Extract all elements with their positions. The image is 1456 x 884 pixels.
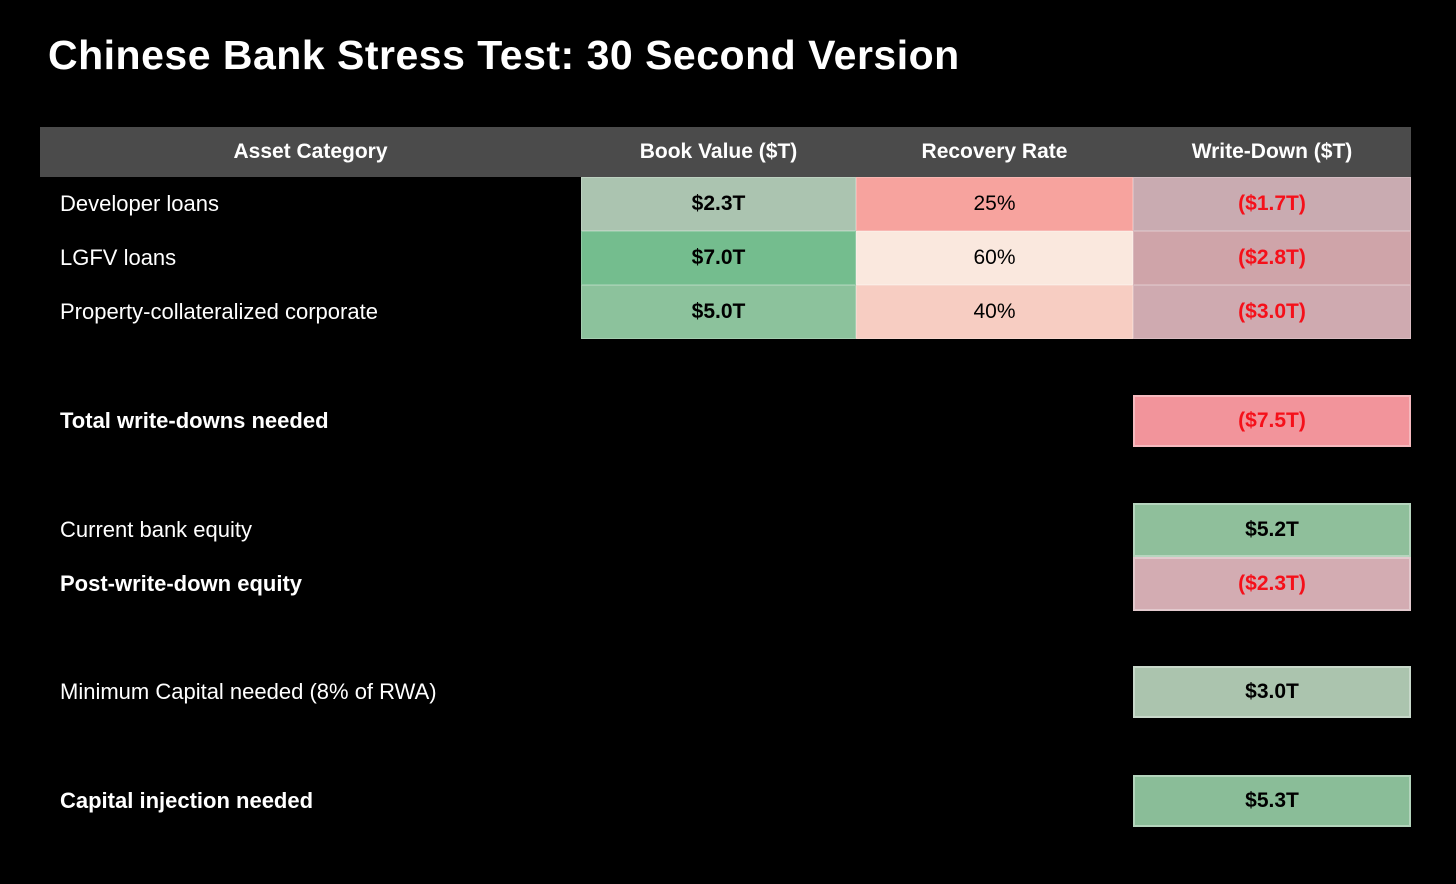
write-down-cell: ($3.0T) [1133,285,1411,339]
post-write-down-equity-value: ($2.3T) [1133,557,1411,611]
book-value-cell: $5.0T [581,285,856,339]
total-write-downs-value: ($7.5T) [1133,395,1411,447]
current-bank-equity-value: $5.2T [1133,503,1411,557]
header-recovery-rate: Recovery Rate [921,140,1068,163]
table-row: Developer loans $2.3T 25% ($1.7T) [40,177,1411,231]
current-bank-equity-label: Current bank equity [60,517,252,542]
minimum-capital-label: Minimum Capital needed (8% of RWA) [60,679,437,704]
capital-injection-label: Capital injection needed [60,788,314,813]
asset-category-label: LGFV loans [40,231,581,285]
post-write-down-equity-label: Post-write-down equity [60,571,302,596]
recovery-rate-cell: 40% [856,285,1133,339]
table-header-row: Asset Category Book Value ($T) Recovery … [40,127,1411,177]
table-row: Property-collateralized corporate $5.0T … [40,285,1411,339]
asset-category-label: Property-collateralized corporate [40,285,581,339]
write-down-cell: ($1.7T) [1133,177,1411,231]
page-title: Chinese Bank Stress Test: 30 Second Vers… [48,32,960,78]
capital-injection-value: $5.3T [1133,775,1411,827]
book-value-cell: $7.0T [581,231,856,285]
minimum-capital-value: $3.0T [1133,666,1411,718]
header-book-value: Book Value ($T) [639,140,798,163]
stress-test-table: Asset Category Book Value ($T) Recovery … [40,127,1411,339]
recovery-rate-cell: 25% [856,177,1133,231]
write-down-cell: ($2.8T) [1133,231,1411,285]
header-asset-category: Asset Category [233,140,388,163]
table-row: LGFV loans $7.0T 60% ($2.8T) [40,231,1411,285]
asset-category-label: Developer loans [40,177,581,231]
header-write-down: Write-Down ($T) [1191,140,1353,163]
book-value-cell: $2.3T [581,177,856,231]
total-write-downs-label: Total write-downs needed [60,408,329,433]
recovery-rate-cell: 60% [856,231,1133,285]
